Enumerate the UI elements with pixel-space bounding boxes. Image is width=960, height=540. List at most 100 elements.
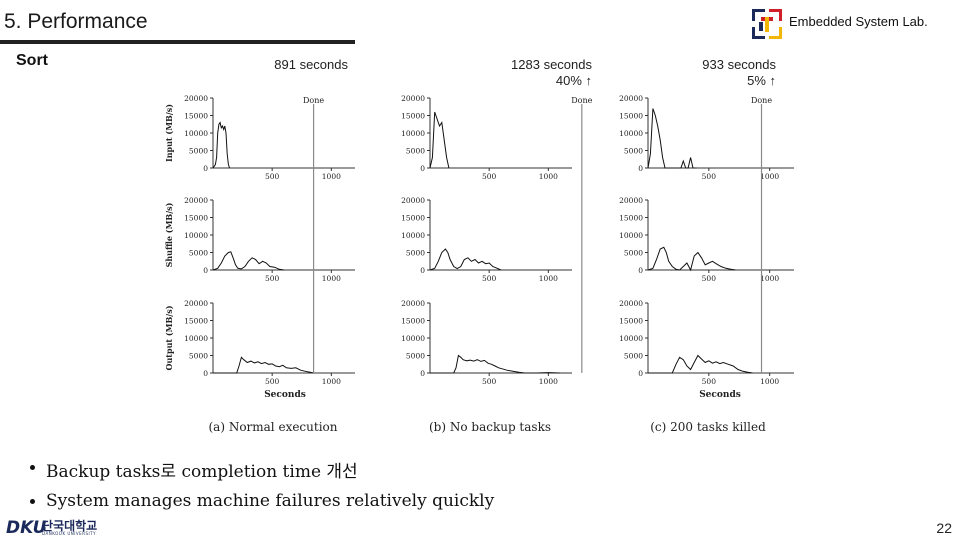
- y-tick-label: 5000: [189, 147, 208, 156]
- y-tick-label: 0: [203, 369, 208, 378]
- y-axis-label: Shuffle (MB/s): [164, 202, 174, 267]
- y-tick-label: 0: [638, 266, 643, 275]
- bullet-dot-icon: [30, 465, 35, 470]
- y-tick-label: 10000: [184, 129, 208, 138]
- y-tick-label: 10000: [619, 231, 643, 240]
- section-label: Sort: [16, 52, 48, 69]
- y-tick-label: 15000: [184, 317, 208, 326]
- x-tick-label: 500: [482, 377, 497, 386]
- lab-name: Embedded System Lab.: [789, 14, 928, 29]
- annotation-tasks-killed: 933 seconds 5% ↑: [666, 57, 776, 89]
- y-tick-label: 0: [420, 266, 425, 275]
- x-tick-label: 500: [702, 377, 717, 386]
- x-axis-label: Seconds: [699, 390, 741, 400]
- x-tick-label: 500: [482, 274, 497, 283]
- x-tick-label: 1000: [760, 172, 779, 181]
- x-tick-label: 500: [265, 172, 280, 181]
- university-subtitle: DANKOOK UNIVERSITY: [42, 531, 97, 536]
- y-tick-label: 10000: [401, 129, 425, 138]
- series-line: [429, 111, 450, 169]
- y-tick-label: 0: [638, 164, 643, 173]
- y-tick-label: 10000: [184, 231, 208, 240]
- y-tick-label: 5000: [624, 147, 643, 156]
- y-tick-label: 5000: [406, 352, 425, 361]
- x-tick-label: 500: [265, 377, 280, 386]
- bullet-text: System manages machine failures relative…: [46, 491, 495, 511]
- y-tick-label: 10000: [184, 334, 208, 343]
- series-line: [648, 354, 753, 374]
- slide-title: 5. Performance: [4, 10, 148, 33]
- y-tick-label: 15000: [184, 214, 208, 223]
- y-tick-label: 0: [203, 164, 208, 173]
- annotation-no-backup: 1283 seconds 40% ↑: [474, 57, 592, 89]
- y-tick-label: 20000: [619, 196, 643, 205]
- bullet-text: Backup tasks로 completion time 개선: [46, 462, 358, 482]
- y-tick-label: 20000: [184, 299, 208, 308]
- y-tick-label: 10000: [619, 129, 643, 138]
- panel-caption: (a) Normal execution: [208, 420, 337, 434]
- panel-caption: (b) No backup tasks: [429, 420, 551, 434]
- x-tick-label: 500: [702, 172, 717, 181]
- y-tick-label: 5000: [624, 249, 643, 258]
- series-line: [429, 248, 502, 271]
- y-tick-label: 5000: [406, 249, 425, 258]
- y-tick-label: 15000: [619, 317, 643, 326]
- x-tick-label: 1000: [539, 274, 558, 283]
- annotation-normal: 891 seconds: [240, 57, 348, 73]
- y-tick-label: 20000: [401, 299, 425, 308]
- series-line: [213, 356, 314, 374]
- annotation-tasks-killed-delta: 5% ↑: [747, 73, 776, 88]
- y-tick-label: 0: [203, 266, 208, 275]
- series-line: [647, 108, 697, 169]
- y-tick-label: 15000: [619, 214, 643, 223]
- y-tick-label: 20000: [184, 196, 208, 205]
- y-tick-label: 15000: [619, 112, 643, 121]
- annotation-no-backup-delta: 40% ↑: [555, 73, 592, 88]
- y-tick-label: 20000: [184, 94, 208, 103]
- x-axis-label: Seconds: [264, 390, 306, 400]
- university-mark: DKU: [6, 518, 47, 538]
- series-line: [647, 246, 736, 272]
- y-tick-label: 5000: [189, 352, 208, 361]
- y-tick-label: 0: [420, 164, 425, 173]
- done-marker-label: Done: [303, 96, 324, 105]
- y-tick-label: 15000: [401, 214, 425, 223]
- annotation-tasks-killed-time: 933 seconds: [702, 57, 776, 72]
- page-number: 22: [936, 520, 952, 536]
- y-axis-label: Output (MB/s): [164, 305, 174, 370]
- done-marker-label: Done: [751, 96, 772, 105]
- series-line: [430, 354, 561, 374]
- y-tick-label: 20000: [401, 196, 425, 205]
- x-tick-label: 500: [702, 274, 717, 283]
- annotation-no-backup-time: 1283 seconds: [511, 57, 592, 72]
- annotation-normal-time: 891 seconds: [274, 57, 348, 72]
- y-tick-label: 5000: [406, 147, 425, 156]
- x-tick-label: 500: [482, 172, 497, 181]
- y-axis-label: Input (MB/s): [164, 104, 174, 162]
- panel-caption: (c) 200 tasks killed: [650, 420, 766, 434]
- x-tick-label: 1000: [760, 377, 779, 386]
- y-tick-label: 20000: [619, 94, 643, 103]
- x-tick-label: 1000: [539, 172, 558, 181]
- series-line: [212, 251, 285, 271]
- bullet-dot-icon: [30, 499, 35, 504]
- university-logo: DKU 단국대학교 DANKOOK UNIVERSITY: [2, 516, 112, 538]
- x-tick-label: 1000: [322, 172, 341, 181]
- done-marker-label: Done: [571, 96, 592, 105]
- y-tick-label: 10000: [401, 231, 425, 240]
- y-tick-label: 15000: [401, 112, 425, 121]
- y-tick-label: 5000: [189, 249, 208, 258]
- lab-logo-icon: [752, 9, 782, 39]
- title-underline: [0, 40, 355, 44]
- x-tick-label: 500: [265, 274, 280, 283]
- series-line: [212, 121, 231, 169]
- y-tick-label: 20000: [401, 94, 425, 103]
- y-tick-label: 20000: [619, 299, 643, 308]
- y-tick-label: 10000: [401, 334, 425, 343]
- y-tick-label: 0: [638, 369, 643, 378]
- university-name: 단국대학교: [42, 519, 98, 533]
- x-tick-label: 1000: [760, 274, 779, 283]
- y-tick-label: 15000: [401, 317, 425, 326]
- y-tick-label: 5000: [624, 352, 643, 361]
